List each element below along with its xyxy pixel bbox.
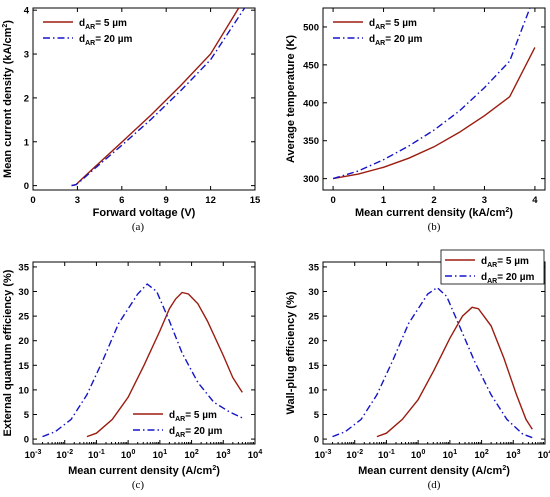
x-tick-label: 102 bbox=[474, 449, 489, 461]
x-axis-label: Mean current density (A/cm2) bbox=[358, 465, 510, 477]
x-tick-label: 1 bbox=[381, 195, 387, 206]
panel-label: (c) bbox=[132, 479, 145, 491]
x-tick-label: 102 bbox=[184, 449, 199, 461]
x-axis-label: Forward voltage (V) bbox=[93, 207, 196, 219]
legend: dAR= 5 µm dAR= 20 µm bbox=[43, 18, 133, 47]
y-axis-label: External quantum efficiency (%) bbox=[2, 269, 14, 436]
plot-frame bbox=[32, 7, 256, 191]
y-axis-label: Wall-plug efficiency (%) bbox=[285, 291, 297, 414]
legend: dAR= 5 µm dAR= 20 µm bbox=[440, 249, 545, 285]
x-tick-label: 103 bbox=[506, 449, 521, 461]
legend-label-d5: dAR= 5 µm bbox=[79, 18, 127, 31]
legend-label-d5: dAR= 5 µm bbox=[481, 256, 529, 269]
y-axis-label: Average temperature (K) bbox=[285, 35, 297, 163]
legend: dAR= 5 µm dAR= 20 µm bbox=[133, 410, 223, 439]
y-tick-label: 5 bbox=[314, 410, 320, 421]
panel-label: (b) bbox=[428, 221, 441, 233]
y-tick-label: 0 bbox=[314, 435, 319, 446]
x-tick-label: 10-1 bbox=[378, 449, 395, 461]
y-tick-label: 30 bbox=[18, 287, 29, 298]
panel-label: (a) bbox=[132, 221, 145, 233]
x-tick-label: 101 bbox=[153, 449, 168, 461]
x-tick-label: 100 bbox=[411, 449, 426, 461]
plot-frame bbox=[322, 261, 546, 445]
legend-label-d5: dAR= 5 µm bbox=[169, 410, 217, 423]
y-tick-label: 25 bbox=[308, 312, 319, 323]
legend: dAR= 5 µm dAR= 20 µm bbox=[333, 18, 423, 47]
y-tick-label: 10 bbox=[18, 385, 29, 396]
x-tick-label: 12 bbox=[205, 195, 216, 206]
y-tick-label: 400 bbox=[303, 98, 319, 109]
series-line-d20 bbox=[332, 8, 531, 180]
y-tick-label: 3 bbox=[24, 50, 29, 61]
series-line-d5 bbox=[376, 306, 533, 438]
x-tick-label: 103 bbox=[216, 449, 231, 461]
y-tick-label: 35 bbox=[18, 262, 29, 273]
y-axis-label: Mean current density (kA/cm2) bbox=[2, 20, 14, 178]
y-tick-label: 15 bbox=[18, 361, 29, 372]
x-tick-label: 10-2 bbox=[346, 449, 363, 461]
x-tick-label: 10-3 bbox=[25, 449, 42, 461]
y-tick-label: 30 bbox=[308, 287, 319, 298]
x-tick-label: 10-2 bbox=[56, 449, 73, 461]
y-tick-label: 15 bbox=[308, 361, 319, 372]
y-tick-label: 0 bbox=[24, 435, 29, 446]
x-tick-label: 10-3 bbox=[315, 449, 332, 461]
x-tick-label: 0 bbox=[30, 195, 35, 206]
legend-box bbox=[440, 249, 545, 285]
panel-label: (d) bbox=[428, 479, 441, 491]
plot-frame bbox=[32, 261, 256, 445]
y-tick-label: 25 bbox=[18, 312, 29, 323]
chart-panel-b: 0 1 2 3 4 300 350 400 450 500 Mean current density… bbox=[285, 7, 546, 233]
x-tick-label: 3 bbox=[75, 195, 80, 206]
x-axis-label: Mean current density (kA/cm2) bbox=[355, 207, 513, 219]
y-tick-label: 0 bbox=[24, 181, 29, 192]
y-tick-label: 35 bbox=[308, 262, 319, 273]
series-line-d20 bbox=[42, 283, 243, 438]
legend-label-d20: dAR= 20 µm bbox=[169, 426, 223, 439]
legend-label-d20: dAR= 20 µm bbox=[369, 34, 423, 47]
series-line-d20 bbox=[332, 286, 533, 439]
x-tick-label: 6 bbox=[119, 195, 124, 206]
x-axis-label: Mean current density (A/cm2) bbox=[68, 465, 220, 477]
chart-panel-d: 10-3 10-2 10-1 100 101 102 103 104 0 5 10 15 20 25 30 3… bbox=[285, 249, 550, 491]
series-line-d5 bbox=[86, 291, 243, 438]
y-tick-label: 1 bbox=[24, 137, 30, 148]
x-tick-label: 101 bbox=[443, 449, 458, 461]
x-tick-label: 104 bbox=[538, 449, 550, 461]
y-tick-label: 300 bbox=[303, 174, 319, 185]
legend-label-d5: dAR= 5 µm bbox=[369, 18, 417, 31]
y-tick-label: 10 bbox=[308, 385, 319, 396]
y-tick-label: 350 bbox=[303, 136, 319, 147]
plot-frame bbox=[322, 7, 546, 191]
series-line-d5 bbox=[332, 47, 536, 180]
y-tick-label: 2 bbox=[24, 93, 29, 104]
legend-label-d20: dAR= 20 µm bbox=[481, 272, 535, 285]
y-tick-label: 20 bbox=[308, 336, 319, 347]
y-tick-label: 5 bbox=[24, 410, 30, 421]
x-tick-label: 100 bbox=[121, 449, 136, 461]
legend-label-d20: dAR= 20 µm bbox=[79, 34, 133, 47]
y-tick-label: 4 bbox=[24, 6, 30, 17]
x-tick-label: 3 bbox=[482, 195, 487, 206]
x-tick-label: 0 bbox=[330, 195, 335, 206]
chart-panel-c: 10-3 10-2 10-1 100 101 102 103 104 0 5 10 15 20 25 30 3… bbox=[2, 261, 263, 491]
y-tick-label: 20 bbox=[18, 336, 29, 347]
x-tick-label: 4 bbox=[532, 195, 538, 206]
y-tick-label: 500 bbox=[303, 22, 319, 33]
y-tick-label: 450 bbox=[303, 60, 319, 71]
x-tick-label: 104 bbox=[248, 449, 263, 461]
x-tick-label: 2 bbox=[431, 195, 436, 206]
x-tick-label: 9 bbox=[164, 195, 169, 206]
x-tick-label: 10-1 bbox=[88, 449, 105, 461]
x-tick-label: 15 bbox=[250, 195, 261, 206]
series-line-d20 bbox=[71, 8, 246, 187]
